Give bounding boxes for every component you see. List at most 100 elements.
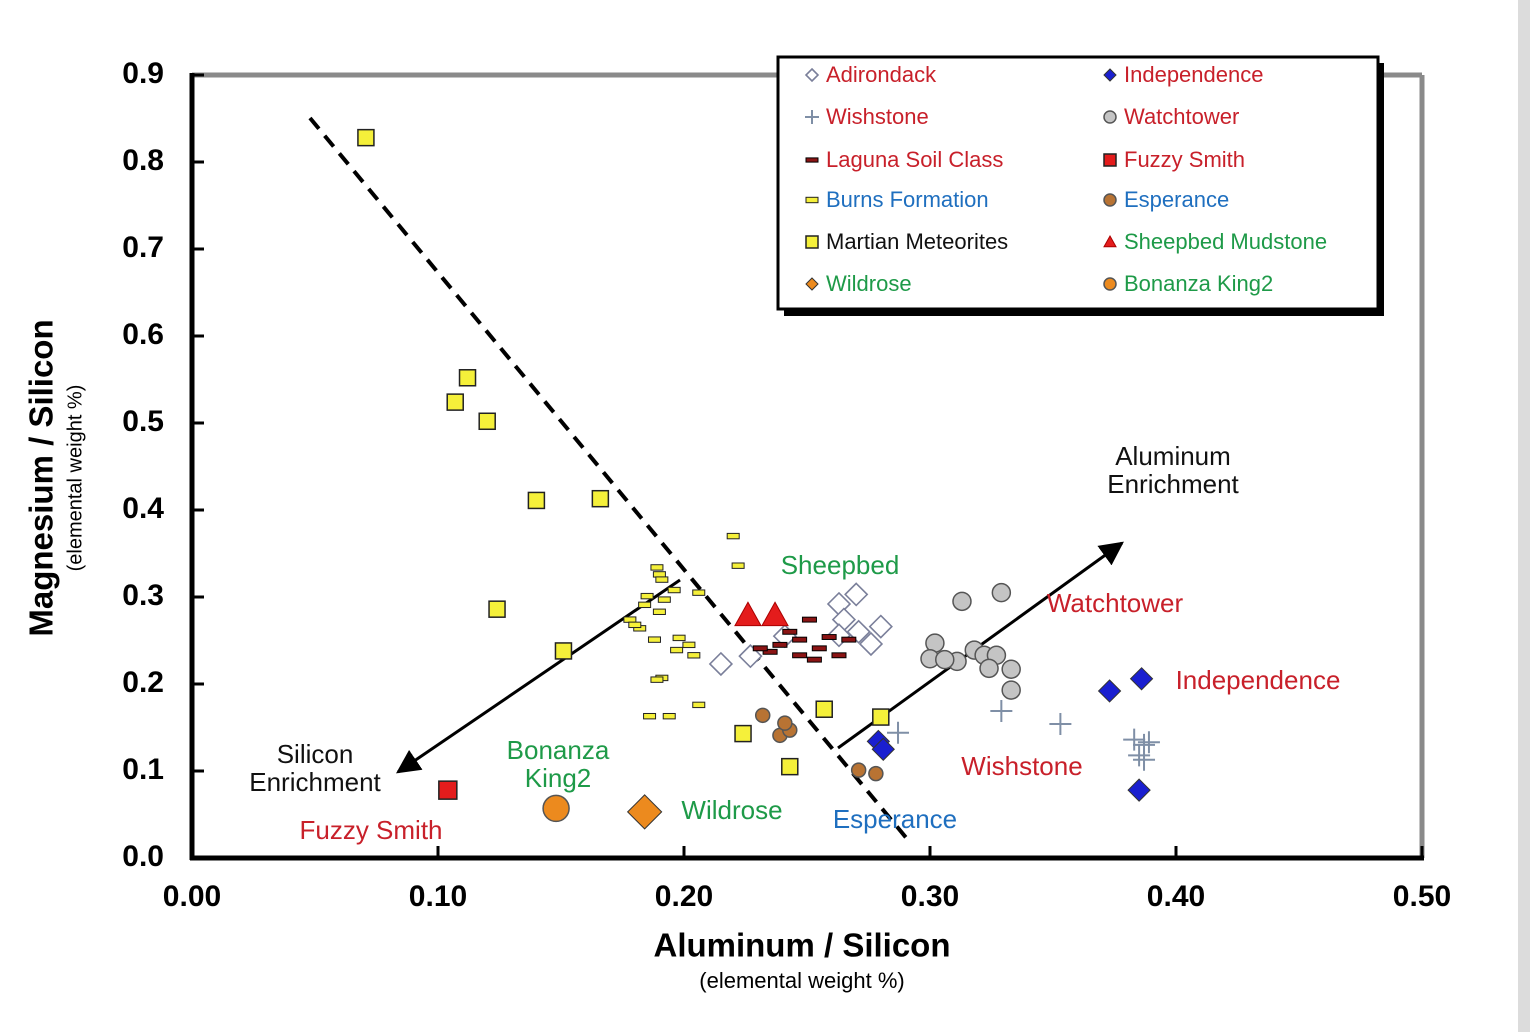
divider-line <box>308 116 910 842</box>
legend-marker <box>1103 234 1117 248</box>
marker-rect <box>655 576 669 583</box>
legend-marker <box>805 235 819 249</box>
marker-dash <box>752 645 768 652</box>
marker-rect <box>692 701 706 709</box>
marker-square <box>458 369 477 387</box>
marker-rect <box>726 532 740 540</box>
marker-dash <box>831 652 847 659</box>
marker-rect <box>640 592 654 600</box>
marker-dash <box>792 636 808 643</box>
annotation: Enrichment <box>1107 469 1239 499</box>
marker-rect <box>672 634 686 642</box>
legend-label: Martian Meteorites <box>826 229 1008 254</box>
marker-rect <box>731 562 745 569</box>
marker-dash <box>811 645 827 652</box>
legend-label: Adirondack <box>826 62 937 87</box>
marker-square <box>488 600 506 618</box>
y-tick-label: 0.8 <box>122 144 164 177</box>
legend-marker <box>805 196 819 204</box>
marker-rect <box>662 712 676 720</box>
y-tick-label: 0.2 <box>122 666 164 699</box>
marker-square <box>357 128 375 147</box>
legend-marker <box>1103 277 1117 291</box>
marker-rect <box>647 636 661 643</box>
marker-rect <box>682 641 696 649</box>
legend-marker <box>1103 153 1117 167</box>
marker-diamond <box>708 651 734 677</box>
marker-diamond <box>868 614 893 639</box>
legend-label: Independence <box>1124 62 1263 87</box>
marker-rect <box>657 596 671 603</box>
legend-marker <box>1103 68 1117 82</box>
marker-dash <box>782 628 798 635</box>
x-tick-label: 0.50 <box>1393 880 1451 913</box>
y-tick-label: 0.9 <box>122 57 164 90</box>
annotation: King2 <box>525 763 592 793</box>
x-tick-label: 0.20 <box>655 880 713 913</box>
legend-marker <box>805 157 819 163</box>
marker-plus <box>990 699 1013 722</box>
marker-rect <box>650 564 664 571</box>
marker-rect <box>623 616 637 623</box>
legend-label: Wildrose <box>826 271 912 296</box>
legend-label: Fuzzy Smith <box>1124 147 1245 172</box>
annotation: Wildrose <box>681 795 782 825</box>
marker-circle <box>952 591 972 612</box>
marker-rect <box>687 652 701 659</box>
marker-rect <box>638 601 652 609</box>
y-tick-label: 0.6 <box>122 318 164 351</box>
marker-circle <box>777 715 793 731</box>
marker-plus <box>1133 748 1156 771</box>
legend-label: Wishstone <box>826 104 929 129</box>
marker-rect <box>670 646 684 654</box>
marker-plus <box>1128 744 1151 767</box>
marker-diamond <box>626 794 663 830</box>
legend-box <box>776 55 1380 311</box>
marker-dash <box>762 648 778 655</box>
marker-rect <box>652 608 666 615</box>
marker-diamond <box>1097 679 1122 703</box>
marker-square <box>781 757 799 776</box>
marker-square <box>527 491 546 510</box>
annotation: Watchtower <box>1047 588 1184 618</box>
x-tick-label: 0.00 <box>163 880 221 913</box>
annotation: Fuzzy Smith <box>299 815 442 845</box>
marker-diamond <box>871 737 895 761</box>
marker-plus <box>887 721 910 744</box>
marker-circle <box>1001 659 1021 679</box>
marker-diamond <box>844 582 869 607</box>
marker-dash <box>801 616 817 623</box>
marker-circle <box>1001 680 1021 700</box>
y-tick-label: 0.0 <box>122 840 164 873</box>
marker-diamond <box>858 631 884 657</box>
marker-diamond <box>1127 778 1151 802</box>
marker-square <box>446 393 464 411</box>
legend-label: Laguna Soil Class <box>826 147 1003 172</box>
legend-label: Sheepbed Mudstone <box>1124 229 1327 254</box>
marker-circle <box>979 658 999 679</box>
x-tick-label: 0.10 <box>409 880 467 913</box>
legend-marker <box>804 67 820 83</box>
marker-circle <box>868 765 884 782</box>
marker-rect <box>692 589 706 596</box>
marker-rect <box>667 586 681 594</box>
annotation: Esperance <box>833 804 957 834</box>
legend-label: Esperance <box>1124 187 1229 212</box>
arrow <box>396 578 681 774</box>
marker-plus <box>1137 731 1160 754</box>
y-tick-label: 0.5 <box>122 405 164 438</box>
x-axis-title: Aluminum / Silicon <box>653 927 950 964</box>
y-tick-label: 0.1 <box>122 753 164 786</box>
marker-dash <box>772 641 788 648</box>
marker-dash <box>821 634 837 640</box>
marker-diamond <box>1129 667 1154 691</box>
scrollbar <box>1518 0 1530 1032</box>
x-axis-subtitle: (elemental weight %) <box>699 968 904 993</box>
marker-circle <box>754 707 771 724</box>
marker-dash <box>806 656 822 663</box>
marker-dash <box>841 636 857 643</box>
marker-triangle <box>734 601 762 627</box>
marker-circle <box>542 794 570 823</box>
marker-circle <box>935 649 955 670</box>
marker-rect <box>628 621 642 629</box>
